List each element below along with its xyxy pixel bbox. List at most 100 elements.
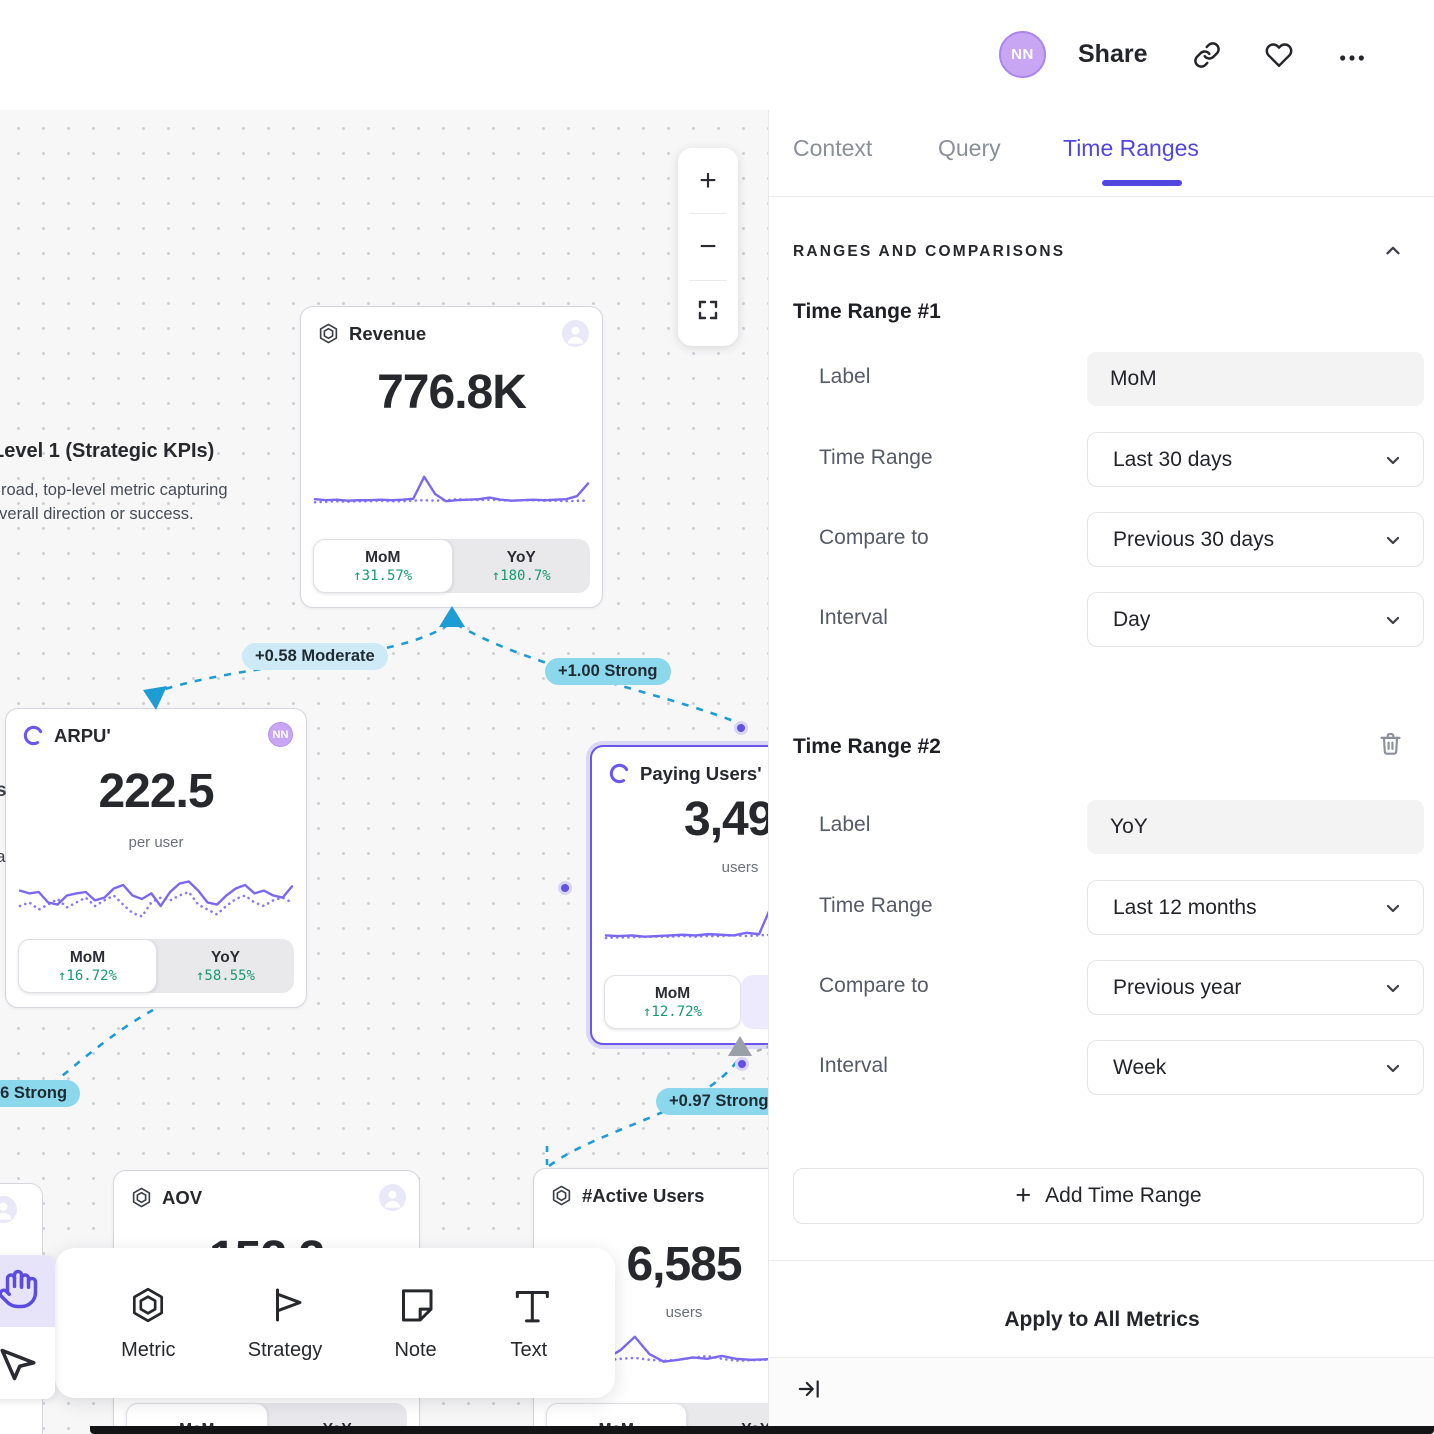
divider xyxy=(769,196,1434,197)
time-range-1-title: Time Range #1 xyxy=(793,300,941,323)
compare-to-select[interactable]: Previous 30 days xyxy=(1087,512,1424,567)
collapse-section-button[interactable] xyxy=(1382,240,1404,262)
flag-icon xyxy=(265,1285,305,1330)
section-title: RANGES AND COMPARISONS xyxy=(793,243,1066,260)
text-icon xyxy=(509,1285,549,1330)
metric-unit: users xyxy=(721,859,759,876)
field-label: Time Range xyxy=(819,894,933,917)
sparkline-chart xyxy=(604,897,768,961)
card-title: AOV xyxy=(162,1186,203,1208)
copy-link-icon[interactable] xyxy=(1193,41,1221,69)
chevron-down-icon xyxy=(1383,978,1403,998)
connection-handle xyxy=(735,1057,749,1071)
card-header: #Active Users xyxy=(550,1184,704,1207)
time-range-select[interactable]: Last 12 months xyxy=(1087,880,1424,935)
metric-tree-canvas[interactable]: +0.58 Moderate +1.00 Strong +0.97 Strong… xyxy=(0,110,768,1434)
loading-spinner-icon xyxy=(22,724,45,747)
more-options-icon[interactable] xyxy=(1338,44,1366,72)
card-title: Revenue xyxy=(349,322,427,344)
compare-to-select[interactable]: Previous year xyxy=(1087,960,1424,1015)
note-icon xyxy=(396,1285,436,1330)
hand-tool-button[interactable] xyxy=(0,1255,55,1327)
metric-card-revenue[interactable]: Revenue 776.8K MoM ↑31.57% YoY ↑180.7% xyxy=(300,306,603,608)
card-header: AOV xyxy=(130,1186,202,1209)
editor-presence-badge: NN xyxy=(268,722,293,747)
tab-time-ranges[interactable]: Time Ranges xyxy=(1063,135,1199,161)
field-label: Compare to xyxy=(819,974,929,997)
metric-card-arpu[interactable]: ARPU' NN 222.5 per user MoM ↑16.72% YoY … xyxy=(5,708,307,1008)
delete-time-range-button[interactable] xyxy=(1377,730,1404,757)
top-bar: NN Share xyxy=(0,0,1434,110)
metric-hexagon-icon xyxy=(550,1184,573,1207)
settings-panel: Context Query Time Ranges RANGES AND COM… xyxy=(768,110,1434,1434)
metric-value: 776.8K xyxy=(377,366,527,419)
field-label: Interval xyxy=(819,606,888,629)
apply-to-all-metrics-button[interactable]: Apply to All Metrics xyxy=(1004,1308,1200,1331)
share-button[interactable]: Share xyxy=(1078,40,1148,68)
owner-avatar-icon xyxy=(0,1196,17,1223)
select-tool-button[interactable] xyxy=(0,1327,55,1399)
clipped-text-fragment: s xyxy=(0,780,7,801)
comparison-pill-mom[interactable]: MoM ↑12.72% xyxy=(604,975,741,1029)
add-note-button[interactable]: Note xyxy=(394,1285,437,1362)
chevron-down-icon xyxy=(1383,1058,1403,1078)
group-note-title: Level 1 (Strategic KPIs) xyxy=(0,440,215,462)
chevron-down-icon xyxy=(1383,610,1403,630)
add-time-range-button[interactable]: + Add Time Range xyxy=(793,1168,1424,1224)
edge-label-correlation[interactable]: +0.97 Strong xyxy=(656,1088,768,1115)
zoom-in-button[interactable]: + xyxy=(699,163,717,197)
hand-icon xyxy=(0,1268,39,1315)
interval-select[interactable]: Week xyxy=(1087,1040,1424,1095)
comparison-pill-mom[interactable]: MoM ↑31.57% xyxy=(313,539,453,593)
comparison-pill-yoy[interactable]: YoY ↑180.7% xyxy=(491,548,551,584)
plus-icon: + xyxy=(1015,1179,1032,1210)
comparison-pill-yoy[interactable]: YoY ↑58.55% xyxy=(195,948,255,984)
canvas-tool-rail xyxy=(0,1255,55,1399)
favorite-heart-icon[interactable] xyxy=(1265,41,1293,69)
arrowhead-down-arpu xyxy=(143,686,167,710)
field-label: Time Range xyxy=(819,446,933,469)
window-bottom-edge xyxy=(90,1426,1434,1434)
add-text-button[interactable]: Text xyxy=(509,1285,549,1362)
metric-value: 222.5 xyxy=(98,765,214,818)
edge-label-correlation[interactable]: +0.58 Moderate xyxy=(242,643,388,670)
comparison-pill-mom[interactable]: MoM ↑16.72% xyxy=(18,939,157,993)
time-range-2-title: Time Range #2 xyxy=(793,735,941,758)
edge-label-correlation[interactable]: +1.00 Strong xyxy=(545,658,671,685)
connection-handle xyxy=(558,881,572,895)
time-range-select[interactable]: Last 30 days xyxy=(1087,432,1424,487)
comparison-toggle: MoM ↑16.72% YoY ↑58.55% xyxy=(18,939,294,993)
zoom-out-button[interactable]: − xyxy=(699,230,717,263)
divider xyxy=(769,1357,1434,1358)
chevron-down-icon xyxy=(1383,530,1403,550)
comparison-pill-yoy[interactable] xyxy=(741,975,768,1029)
divider xyxy=(690,213,726,215)
card-title: #Active Users xyxy=(582,1184,705,1206)
cursor-icon xyxy=(0,1340,39,1387)
metric-value: 3,49 xyxy=(684,793,768,846)
card-title: Paying Users' xyxy=(640,762,762,784)
add-strategy-button[interactable]: Strategy xyxy=(248,1285,322,1362)
edge-label-correlation[interactable]: 66 Strong xyxy=(0,1080,81,1107)
label-input[interactable]: MoM xyxy=(1087,352,1424,406)
field-label: Interval xyxy=(819,1054,888,1077)
chevron-down-icon xyxy=(1383,898,1403,918)
add-metric-button[interactable]: Metric xyxy=(121,1285,176,1362)
card-header: Revenue xyxy=(317,322,426,345)
user-avatar[interactable]: NN xyxy=(999,31,1046,78)
field-label: Label xyxy=(819,365,871,388)
arrowhead-up-revenue xyxy=(439,606,465,627)
fullscreen-icon xyxy=(696,296,720,330)
label-input[interactable]: YoY xyxy=(1087,800,1424,854)
fit-to-screen-button[interactable] xyxy=(678,281,738,346)
interval-select[interactable]: Day xyxy=(1087,592,1424,647)
metric-hexagon-icon xyxy=(128,1285,168,1330)
tab-context[interactable]: Context xyxy=(793,135,873,161)
collapse-panel-icon[interactable] xyxy=(796,1376,822,1402)
tab-query[interactable]: Query xyxy=(938,135,1001,161)
card-header: Paying Users' xyxy=(608,762,762,785)
metric-card-paying-users[interactable]: Paying Users' 3,49 users MoM ↑12.72% xyxy=(590,745,768,1045)
object-toolbar: Metric Strategy Note xyxy=(55,1248,615,1398)
active-tab-indicator xyxy=(1102,180,1182,186)
